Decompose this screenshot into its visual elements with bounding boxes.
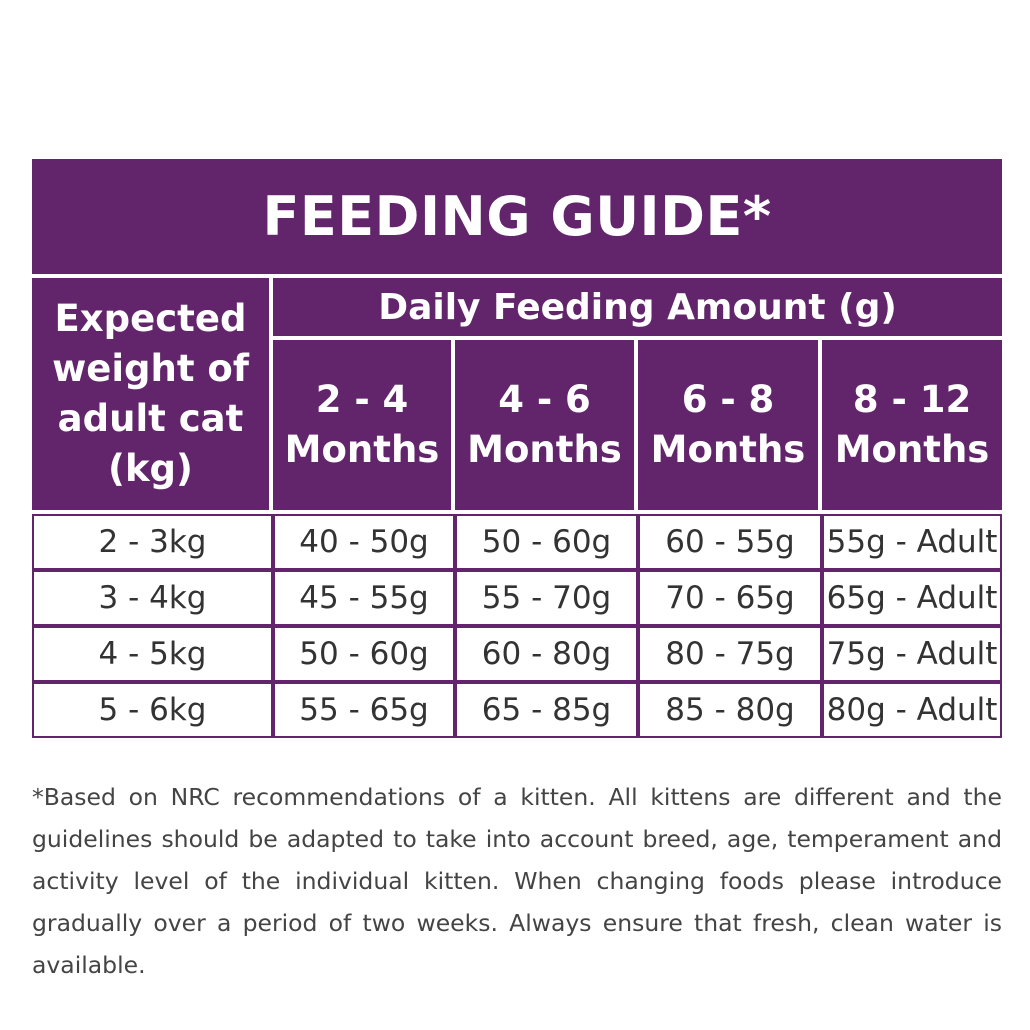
weight-cell: 4 - 5kg bbox=[32, 626, 273, 682]
age-range: 4 - 6 bbox=[498, 378, 591, 421]
amount-cell: 55 - 65g bbox=[273, 682, 455, 738]
age-unit: Months bbox=[467, 428, 622, 471]
feeding-guide: FEEDING GUIDE* Expected weight of adult … bbox=[32, 159, 1003, 738]
amount-cell: 65 - 85g bbox=[455, 682, 638, 738]
amount-cell: 50 - 60g bbox=[455, 514, 638, 570]
amount-cell: 50 - 60g bbox=[273, 626, 455, 682]
age-unit: Months bbox=[284, 428, 440, 471]
amount-cell: 60 - 55g bbox=[638, 514, 822, 570]
age-header-6-8: 6 - 8 Months bbox=[638, 340, 822, 514]
weight-cell: 3 - 4kg bbox=[32, 570, 273, 626]
daily-amount-header: Daily Feeding Amount (g) bbox=[273, 278, 1003, 340]
amount-cell: 45 - 55g bbox=[273, 570, 455, 626]
amount-cell: 55 - 70g bbox=[455, 570, 638, 626]
amount-cell: 55g - Adult bbox=[822, 514, 1003, 570]
age-unit: Months bbox=[650, 428, 806, 471]
age-range: 6 - 8 bbox=[681, 378, 775, 421]
weight-header-line: weight of bbox=[52, 347, 249, 390]
weight-header-line: Expected bbox=[54, 297, 247, 340]
title-row: FEEDING GUIDE* bbox=[32, 159, 1003, 278]
amount-cell: 85 - 80g bbox=[638, 682, 822, 738]
weight-cell: 5 - 6kg bbox=[32, 682, 273, 738]
weight-header-line: (kg) bbox=[108, 447, 193, 490]
feeding-table: FEEDING GUIDE* Expected weight of adult … bbox=[32, 159, 1003, 738]
age-header-4-6: 4 - 6 Months bbox=[455, 340, 638, 514]
amount-cell: 60 - 80g bbox=[455, 626, 638, 682]
table-row: 5 - 6kg 55 - 65g 65 - 85g 85 - 80g 80g -… bbox=[32, 682, 1003, 738]
age-header-2-4: 2 - 4 Months bbox=[273, 340, 455, 514]
age-range: 2 - 4 bbox=[315, 378, 409, 421]
weight-column-header: Expected weight of adult cat (kg) bbox=[32, 278, 273, 514]
header-row-ages: 2 - 4 Months 4 - 6 Months 6 - 8 Months 8… bbox=[32, 340, 1003, 514]
weight-header-line: adult cat bbox=[57, 397, 244, 440]
amount-cell: 40 - 50g bbox=[273, 514, 455, 570]
table-title: FEEDING GUIDE* bbox=[32, 159, 1003, 278]
age-unit: Months bbox=[834, 428, 990, 471]
table-row: 3 - 4kg 45 - 55g 55 - 70g 70 - 65g 65g -… bbox=[32, 570, 1003, 626]
table-row: 4 - 5kg 50 - 60g 60 - 80g 80 - 75g 75g -… bbox=[32, 626, 1003, 682]
age-range: 8 - 12 bbox=[852, 378, 972, 421]
header-row-top: Expected weight of adult cat (kg) Daily … bbox=[32, 278, 1003, 514]
table-row: 2 - 3kg 40 - 50g 50 - 60g 60 - 55g 55g -… bbox=[32, 514, 1003, 570]
amount-cell: 65g - Adult bbox=[822, 570, 1003, 626]
age-header-8-12: 8 - 12 Months bbox=[822, 340, 1003, 514]
weight-cell: 2 - 3kg bbox=[32, 514, 273, 570]
amount-cell: 70 - 65g bbox=[638, 570, 822, 626]
amount-cell: 80 - 75g bbox=[638, 626, 822, 682]
footnote: *Based on NRC recommendations of a kitte… bbox=[32, 782, 1002, 979]
amount-cell: 80g - Adult bbox=[822, 682, 1003, 738]
amount-cell: 75g - Adult bbox=[822, 626, 1003, 682]
